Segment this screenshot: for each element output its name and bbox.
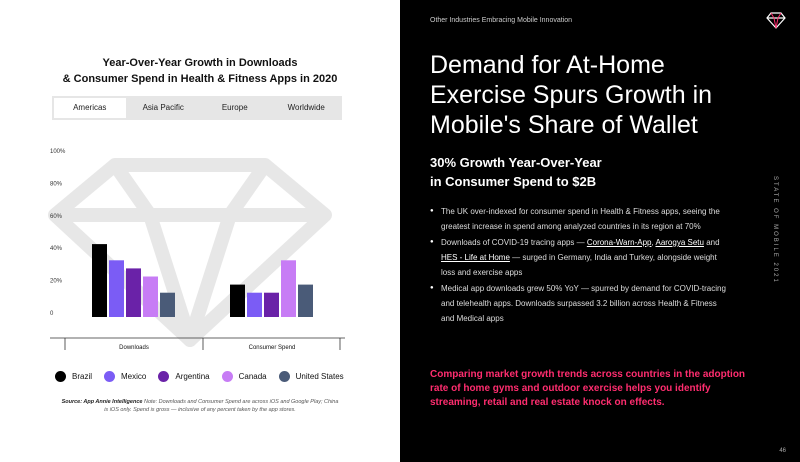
side-label: STATE OF MOBILE 2021: [772, 176, 778, 284]
page-number: 46: [779, 448, 786, 454]
legend-argentina: Argentina: [158, 371, 210, 382]
link-hes-life-at-home[interactable]: HES - Life at Home: [441, 253, 510, 262]
bar-mexico-downloads: [109, 260, 124, 317]
tab-asia-pacific[interactable]: Asia Pacific: [142, 103, 184, 112]
bar-brazil-consumer-spend: [230, 284, 245, 317]
chart-legend: Brazil Mexico Argentina Canada United St…: [55, 371, 356, 382]
x-category-label: Downloads: [119, 345, 149, 351]
legend-canada: Canada: [221, 371, 267, 382]
page-headline: Demand for At-Home Exercise Spurs Growth…: [430, 51, 713, 139]
bar-brazil-downloads: [92, 244, 107, 317]
x-category-label: Consumer Spend: [249, 345, 296, 351]
bar-argentina-downloads: [126, 268, 141, 317]
y-tick-label: 100%: [50, 149, 66, 155]
bar-canada-consumer-spend: [281, 260, 296, 317]
bullet-list: The UK over-indexed for consumer spend i…: [430, 204, 730, 327]
bar-united-states-downloads: [160, 292, 175, 317]
bar-united-states-consumer-spend: [298, 284, 313, 317]
tab-americas[interactable]: Americas: [54, 98, 126, 118]
chart-panel: Year-Over-Year Growth in Downloads & Con…: [48, 57, 356, 413]
tab-worldwide[interactable]: Worldwide: [287, 103, 325, 112]
legend-mexico: Mexico: [104, 371, 146, 382]
y-tick-label: 60%: [50, 214, 63, 220]
chart-title: Year-Over-Year Growth in Downloads & Con…: [62, 57, 338, 85]
list-item: The UK over-indexed for consumer spend i…: [430, 204, 730, 234]
link-aarogya-setu[interactable]: Aarogya Setu: [655, 238, 704, 247]
y-tick-label: 40%: [50, 246, 63, 252]
list-item: Medical app downloads grew 50% YoY — spu…: [430, 281, 730, 326]
bar-canada-downloads: [143, 276, 158, 317]
source-note: Source: App Annie Intelligence Note: Dow…: [61, 399, 339, 413]
y-tick-label: 80%: [50, 181, 63, 187]
section-eyebrow: Other Industries Embracing Mobile Innova…: [430, 17, 573, 24]
bar-mexico-consumer-spend: [247, 292, 262, 317]
tab-europe[interactable]: Europe: [221, 103, 248, 112]
diamond-logo-icon: [766, 12, 786, 29]
subheadline: 30% Growth Year-Over-Year in Consumer Sp…: [430, 155, 602, 189]
y-tick-label: 0: [50, 311, 54, 317]
y-tick-label: 20%: [50, 279, 63, 285]
watermark-diamond-icon: [48, 158, 332, 347]
region-tabs: Americas Asia Pacific Europe Worldwide: [52, 96, 342, 120]
text-panel: Other Industries Embracing Mobile Innova…: [400, 0, 800, 462]
legend-brazil: Brazil: [55, 371, 92, 382]
highlight-callout: Comparing market growth trends across co…: [430, 369, 746, 408]
list-item: Downloads of COVID-19 tracing apps — Cor…: [430, 235, 730, 280]
bar-chart: 0 20% 40% 60% 80% 100% Downloads Consumer Spen…: [48, 149, 345, 351]
bar-argentina-consumer-spend: [264, 292, 279, 317]
legend-united-states: United States: [278, 371, 344, 382]
link-corona-warn-app[interactable]: Corona-Warn-App: [586, 238, 652, 247]
